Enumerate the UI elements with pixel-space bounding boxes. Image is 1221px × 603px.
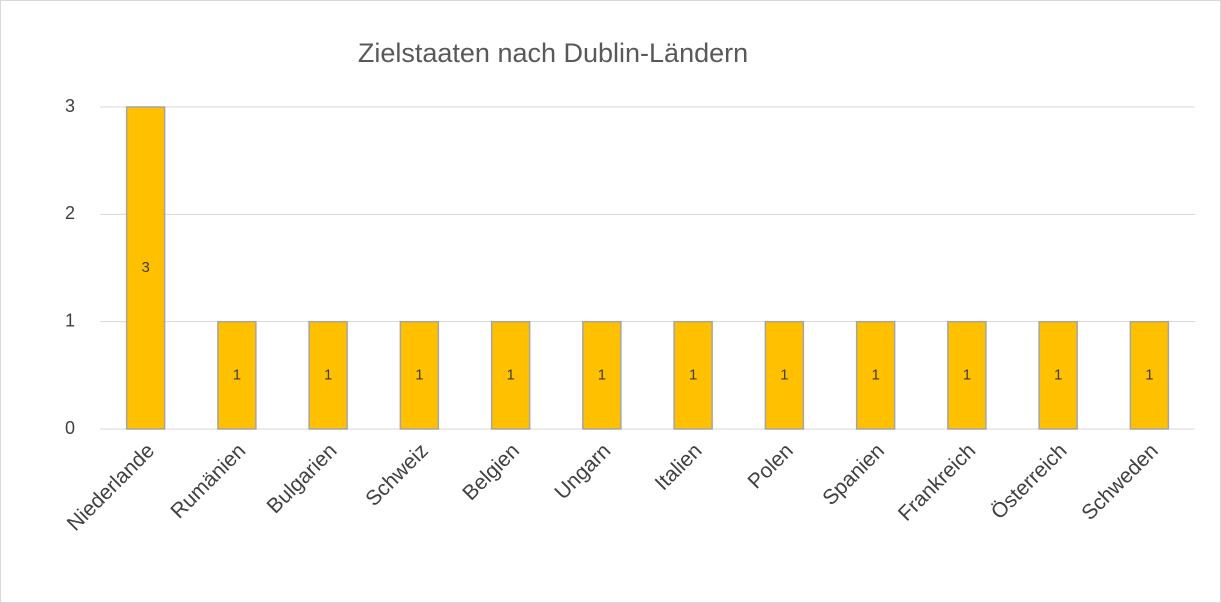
data-label: 1 (415, 366, 423, 383)
data-label: 3 (141, 259, 149, 276)
data-label: 1 (1054, 366, 1062, 383)
chart-title: Zielstaaten nach Dublin-Ländern (358, 38, 748, 68)
data-label: 1 (963, 366, 971, 383)
bar (125, 106, 166, 430)
bar (673, 320, 713, 430)
y-tick-label: 3 (65, 96, 75, 116)
bar (490, 320, 531, 430)
bar (947, 320, 987, 430)
data-label: 1 (233, 366, 241, 383)
data-label: 1 (689, 366, 697, 383)
bar (855, 320, 896, 430)
y-tick-label: 0 (65, 418, 75, 438)
bar (764, 320, 805, 430)
bar (217, 320, 257, 430)
bar (308, 320, 348, 430)
data-label: 1 (1145, 366, 1153, 383)
y-tick-label: 1 (65, 310, 75, 330)
bar (582, 320, 622, 430)
data-label: 1 (324, 366, 332, 383)
bar (1038, 320, 1078, 430)
y-tick-label: 2 (65, 203, 75, 223)
bar (1129, 320, 1170, 430)
data-label: 1 (780, 366, 788, 383)
data-label: 1 (506, 366, 514, 383)
bar (399, 320, 440, 430)
data-label: 1 (598, 366, 606, 383)
data-label: 1 (871, 366, 879, 383)
